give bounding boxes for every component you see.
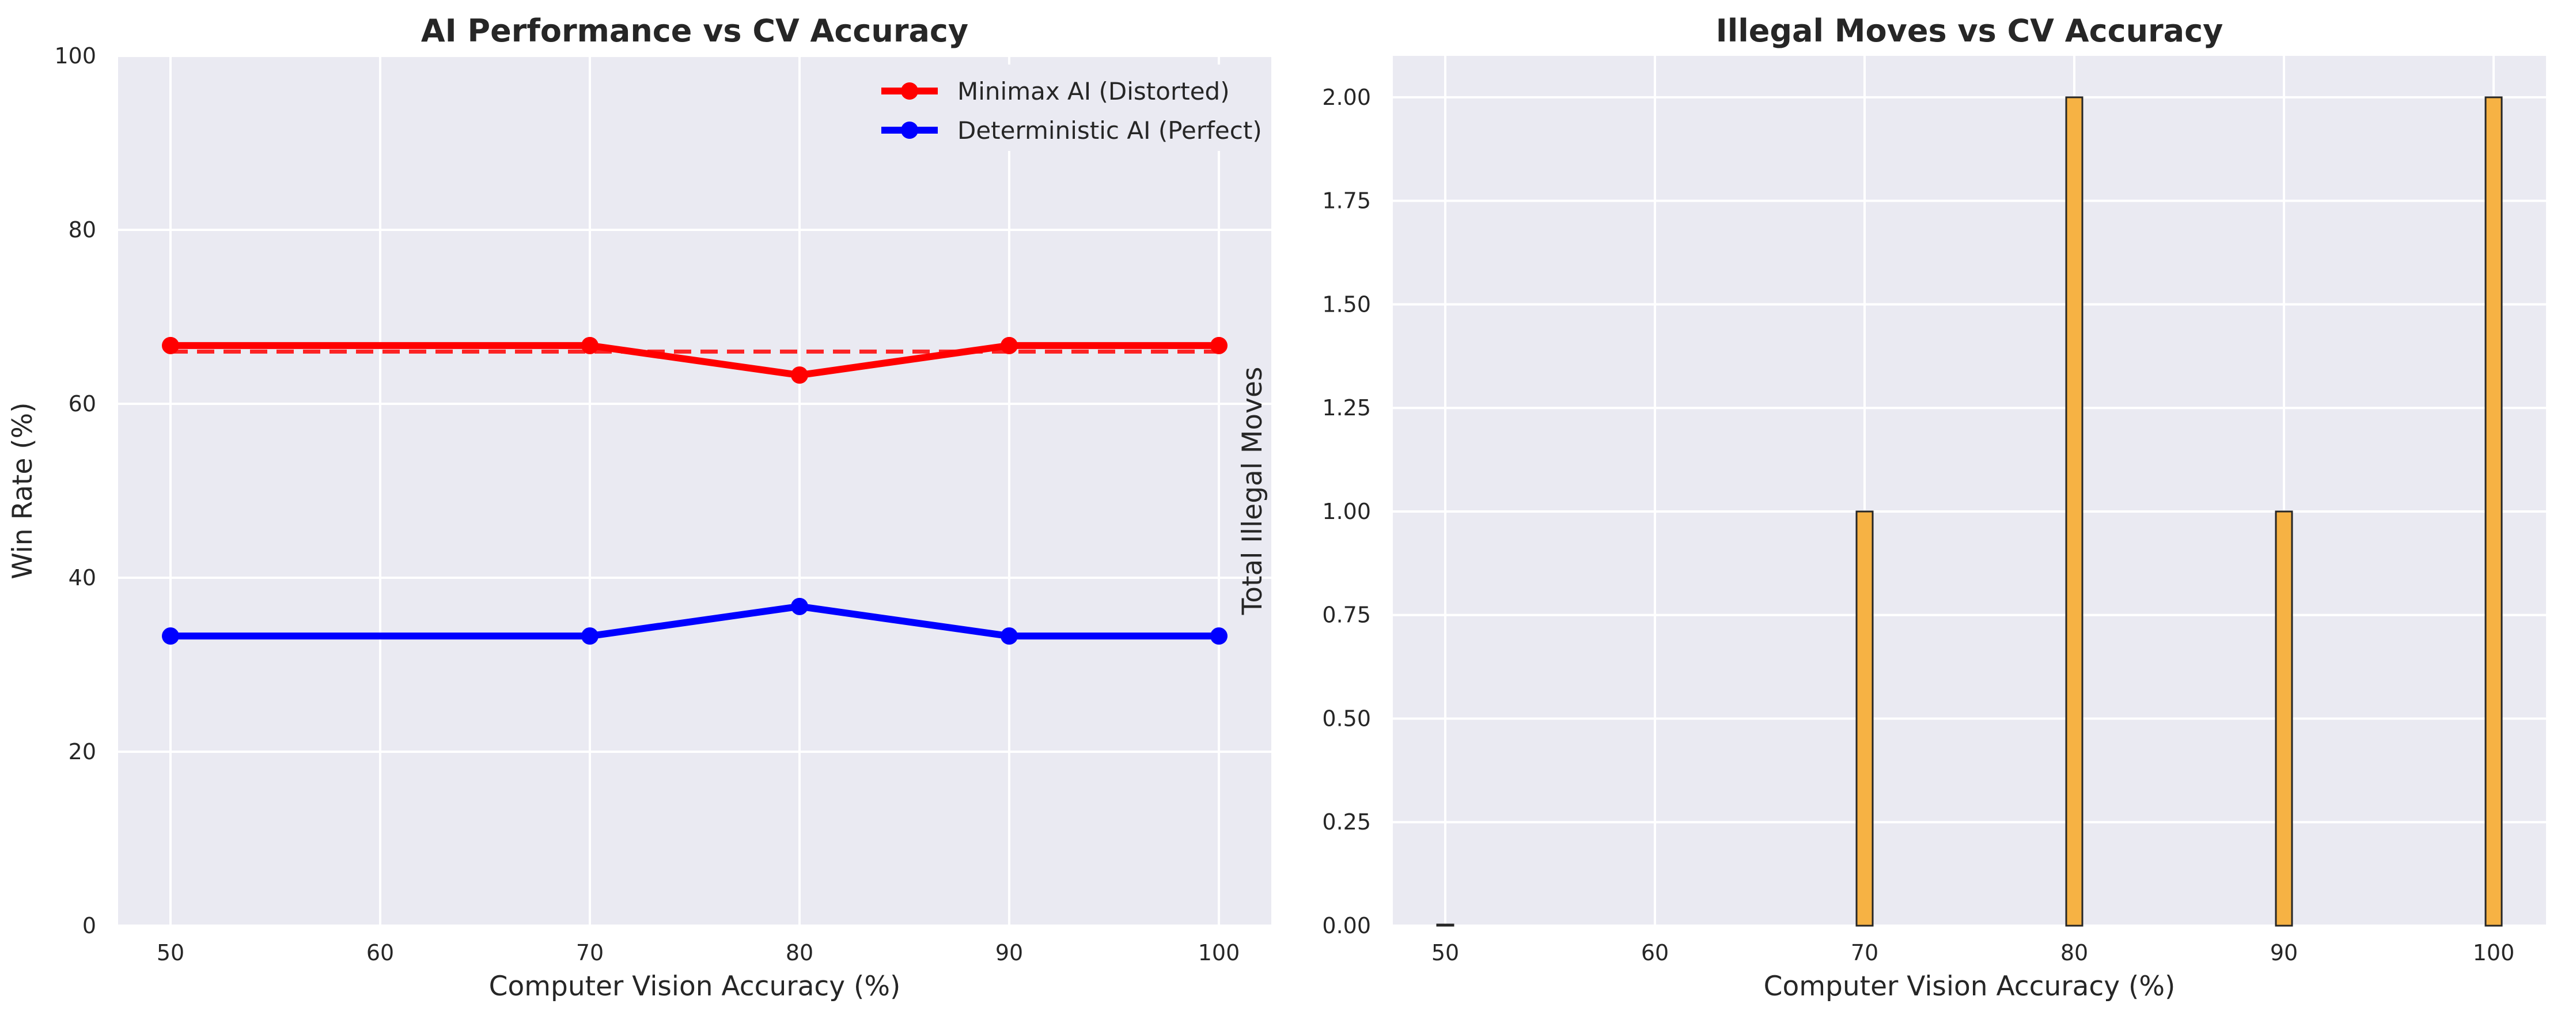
y-tick-labels: 0.00 0.25 0.50 0.75 1.00 1.25 1.50 1.75 2.00 [1322, 85, 1371, 938]
series-layer [162, 336, 1228, 645]
y-axis-label: Win Rate (%) [7, 402, 39, 579]
x-tick-labels: 50 60 70 80 90 100 [1431, 940, 2514, 965]
x-axis-label: Computer Vision Accuracy (%) [489, 971, 901, 1002]
y-tick-label: 0.75 [1322, 603, 1371, 628]
x-tick-label: 70 [576, 940, 604, 965]
data-point [1001, 336, 1018, 354]
chart-title: AI Performance vs CV Accuracy [421, 13, 968, 49]
x-tick-labels: 50 60 70 80 90 100 [157, 940, 1240, 965]
legend-marker [901, 122, 918, 139]
y-tick-label: 2.00 [1322, 85, 1371, 110]
plot-background [1393, 56, 2546, 926]
grid-lines [118, 55, 1271, 927]
legend: Minimax AI (Distorted) Deterministic AI … [873, 65, 1263, 151]
y-tick-label: 1.25 [1322, 395, 1371, 421]
y-tick-label: 0 [82, 913, 96, 938]
y-tick-label: 1.50 [1322, 291, 1371, 317]
y-axis-label: Total Illegal Moves [1237, 367, 1268, 616]
y-tick-label: 1.00 [1322, 499, 1371, 524]
bar [2065, 96, 2083, 927]
bar [1855, 510, 1874, 927]
x-tick-label: 100 [1198, 940, 1240, 965]
legend-label: Minimax AI (Distorted) [957, 77, 1230, 105]
y-tick-label: 20 [69, 739, 96, 764]
x-axis-label: Computer Vision Accuracy (%) [1764, 971, 2176, 1002]
y-tick-label: 80 [69, 217, 96, 243]
y-tick-label: 1.75 [1322, 188, 1371, 214]
x-tick-label: 60 [1641, 940, 1669, 965]
plot-background [118, 56, 1271, 926]
legend-entry: Minimax AI (Distorted) [881, 77, 1230, 105]
x-tick-label: 50 [157, 940, 184, 965]
bar [2275, 510, 2293, 927]
y-tick-label: 60 [69, 391, 96, 416]
x-tick-label: 80 [786, 940, 813, 965]
legend-frame [873, 65, 1263, 151]
illegal-moves-chart: 50 60 70 80 90 100 0.00 0.25 0.50 0.75 1.00 1.25 1.… [1237, 13, 2546, 1002]
legend-entry: Deterministic AI (Perfect) [881, 116, 1262, 145]
bar [2484, 96, 2503, 927]
data-point [1001, 627, 1018, 645]
data-point [791, 597, 808, 615]
data-point [162, 627, 179, 645]
data-point [1210, 336, 1228, 354]
x-tick-label: 90 [2270, 940, 2298, 965]
data-point [162, 336, 179, 354]
series-minimax-ai-distorted- [162, 336, 1228, 384]
y-tick-label: 100 [54, 43, 96, 69]
bar [1436, 923, 1454, 927]
data-point [581, 336, 598, 354]
x-tick-label: 60 [366, 940, 394, 965]
win-rate-chart: 50 60 70 80 90 100 0 20 40 60 80 100 AI Performanc… [7, 13, 1271, 1002]
data-point [791, 366, 808, 384]
y-tick-labels: 0 20 40 60 80 100 [54, 43, 96, 938]
bars-layer [1436, 96, 2503, 927]
x-tick-label: 100 [2473, 940, 2515, 965]
x-tick-label: 50 [1431, 940, 1459, 965]
legend-label: Deterministic AI (Perfect) [957, 116, 1262, 145]
y-tick-label: 0.00 [1322, 913, 1371, 938]
x-tick-label: 80 [2060, 940, 2088, 965]
series-deterministic-ai-perfect- [162, 597, 1228, 645]
data-point [1210, 627, 1228, 645]
y-tick-label: 0.50 [1322, 706, 1371, 731]
y-tick-label: 40 [69, 565, 96, 590]
y-tick-label: 0.25 [1322, 809, 1371, 835]
data-point [581, 627, 598, 645]
x-tick-label: 70 [1851, 940, 1878, 965]
legend-marker [901, 82, 918, 100]
x-tick-label: 90 [995, 940, 1023, 965]
chart-title: Illegal Moves vs CV Accuracy [1716, 13, 2223, 49]
